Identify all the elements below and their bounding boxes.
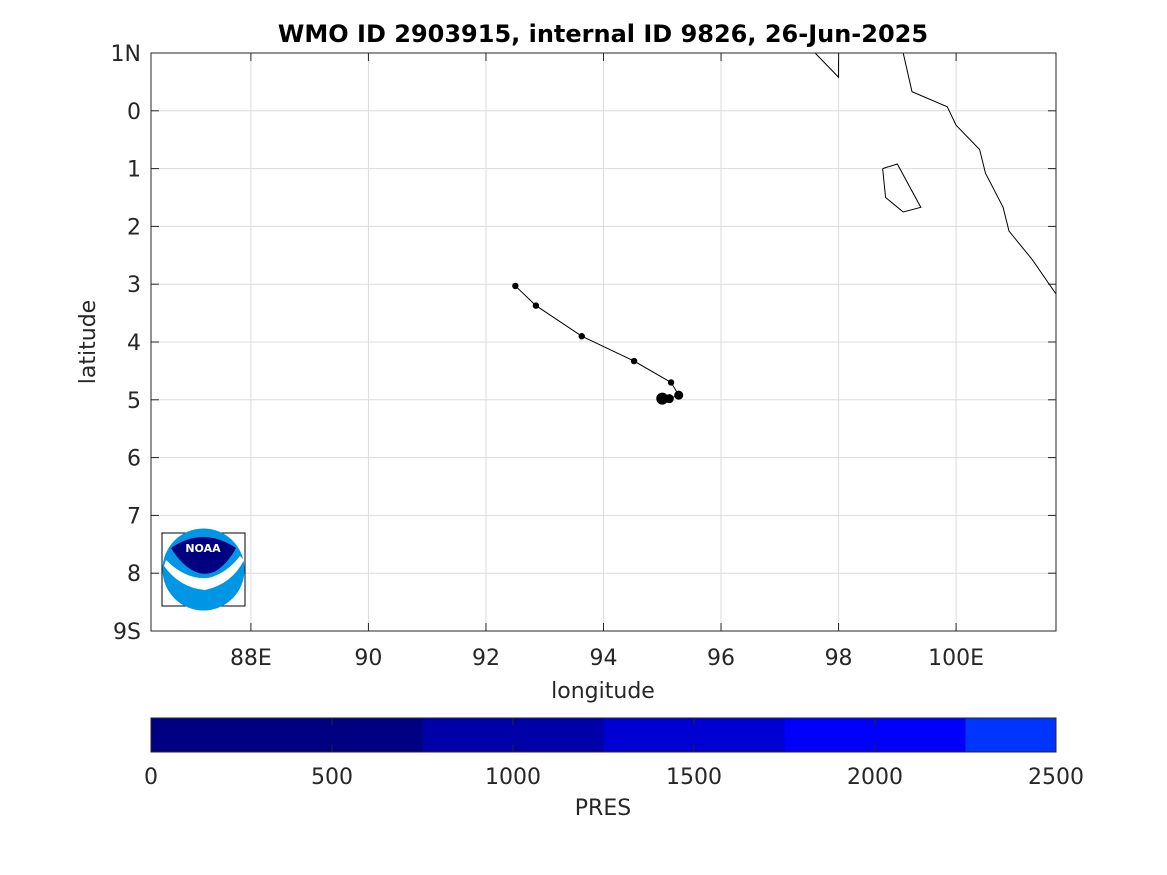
y-tick-label: 4: [127, 331, 141, 356]
y-axis-label: latitude: [76, 300, 101, 384]
y-tick-label: 9S: [113, 620, 141, 645]
colorbar-label: PRES: [575, 796, 631, 821]
colorbar-tick-label: 2500: [1028, 765, 1084, 790]
colorbar-segment: [965, 718, 1056, 752]
logo-bird-top: [171, 537, 236, 574]
colorbar-ticks: 0 500 1000 1500 2000 2500: [144, 718, 1084, 790]
colorbar-tick-label: 1000: [485, 765, 541, 790]
profile-point: [578, 333, 585, 340]
coastline: [902, 52, 1057, 295]
colorbar-tick-label: 1500: [666, 765, 722, 790]
colorbar-segment: [151, 718, 423, 752]
profile-point: [674, 390, 684, 400]
y-tick-label: 1N: [111, 42, 141, 67]
float-track: [512, 282, 684, 405]
colorbar-tick-label: 0: [144, 765, 158, 790]
y-tick-label: 5: [127, 389, 141, 414]
y-tick-label: 8: [127, 562, 141, 587]
y-tick-label: 2: [127, 215, 141, 240]
map-axes: 88E 90 92 94 96 98 100E 1N 0 1 2 3 4 5 6 7 8 9S: [111, 42, 1057, 671]
x-axis-label: longitude: [551, 679, 655, 704]
y-tick-label: 6: [127, 447, 141, 472]
x-tick-label: 92: [472, 646, 500, 671]
x-tick-label: 98: [825, 646, 853, 671]
profile-point: [512, 282, 519, 290]
x-tick-label: 94: [590, 646, 618, 671]
colorbar-tick-label: 2000: [847, 765, 903, 790]
colorbar: 0 500 1000 1500 2000 2500 PRES: [144, 717, 1084, 821]
profile-point: [630, 357, 638, 365]
colorbar-tick-label: 500: [311, 765, 353, 790]
latest-position-marker: [656, 392, 669, 405]
chart-title: WMO ID 2903915, internal ID 9826, 26-Jun…: [278, 20, 928, 48]
x-tick-label: 96: [707, 646, 735, 671]
y-tick-label: 3: [127, 273, 141, 298]
x-tick-label: 88E: [230, 646, 272, 671]
y-tick-label: 7: [127, 504, 141, 529]
x-tick-label: 90: [354, 646, 382, 671]
noaa-logo: NOAA: [161, 528, 246, 611]
x-tick-label: 100E: [928, 646, 984, 671]
profile-point: [532, 302, 540, 309]
y-tick-label: 0: [127, 100, 141, 125]
coastline: [882, 163, 922, 213]
colorbar-segments: [151, 718, 1056, 752]
coastline: [814, 52, 840, 79]
logo-bird-wing: [164, 556, 244, 590]
colorbar-frame: [150, 717, 1057, 753]
logo-text: NOAA: [185, 542, 221, 555]
profile-point: [667, 379, 675, 386]
coastlines: [814, 52, 1057, 295]
y-tick-label: 1: [127, 158, 141, 183]
y-axis-ticks: 1N 0 1 2 3 4 5 6 7 8 9S: [111, 42, 1056, 645]
x-axis-ticks: 88E 90 92 94 96 98 100E: [230, 53, 984, 671]
